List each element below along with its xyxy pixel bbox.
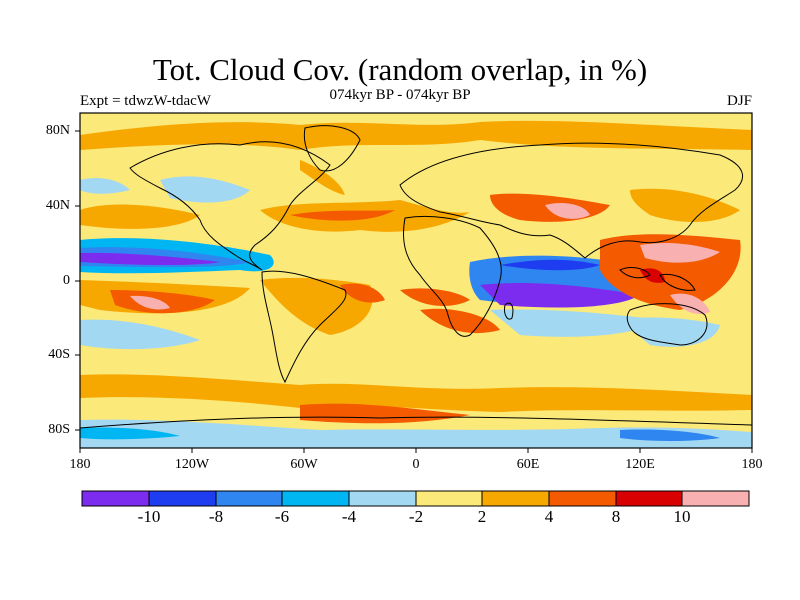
colorbar-box — [416, 491, 483, 506]
region — [300, 160, 345, 195]
greenland-coast — [303, 125, 361, 172]
region — [620, 317, 720, 347]
colorbar-tick-label: -6 — [274, 507, 290, 526]
experiment-label: Expt = tdwzW-tdacW — [80, 93, 211, 109]
lon-tick-label: 120E — [625, 457, 655, 472]
lat-tick-label: 0 — [63, 273, 70, 288]
colorbar-tick-label: -2 — [408, 507, 424, 526]
region — [670, 293, 710, 315]
colorbar-box — [282, 491, 349, 506]
eurasia-coast — [399, 142, 744, 259]
plot-title: Tot. Cloud Cov. (random overlap, in %) — [152, 52, 648, 87]
region — [260, 277, 373, 335]
colorbar — [81, 490, 750, 507]
lat-tick-label: 80N — [45, 123, 70, 138]
colorbar-box — [682, 491, 749, 506]
lon-tick-label: 60E — [516, 457, 540, 472]
south-america-coast — [261, 270, 347, 384]
island-coast — [619, 267, 651, 279]
region — [420, 308, 500, 334]
island-coast — [659, 273, 696, 291]
colorbar-box — [149, 491, 216, 506]
region — [80, 319, 200, 350]
colorbar-tick-label: 2 — [477, 507, 487, 526]
antarctica-coast — [80, 416, 752, 429]
region — [290, 210, 395, 221]
lon-tick-label: 0 — [412, 457, 420, 472]
region — [80, 178, 130, 194]
colorbar-box — [482, 491, 549, 506]
region — [340, 283, 385, 303]
lon-tick-label: 60W — [290, 457, 318, 472]
region — [545, 203, 590, 219]
region — [300, 403, 470, 424]
region — [130, 295, 170, 310]
region — [160, 176, 250, 203]
coastlines — [80, 125, 752, 429]
madagascar-coast — [504, 302, 514, 320]
colorbar-tick-label: 4 — [544, 507, 554, 526]
region — [640, 242, 720, 263]
lon-tick-label: 120W — [174, 457, 210, 472]
colorbar-tick-label: -4 — [341, 507, 357, 526]
region — [400, 288, 470, 306]
colorbar-tick-label: -8 — [208, 507, 224, 526]
region — [630, 188, 740, 222]
colorbar-tick-label: 10 — [673, 507, 691, 526]
africa-coast — [403, 215, 502, 337]
colorbar-box — [616, 491, 683, 506]
season-label: DJF — [726, 93, 752, 109]
colorbar-box — [549, 491, 616, 506]
plot-subtitle: 074kyr BP - 074kyr BP — [329, 87, 471, 103]
australia-coast — [626, 303, 708, 346]
lat-tick-marks — [75, 130, 80, 431]
colorbar-box — [216, 491, 283, 506]
region — [80, 252, 220, 265]
colorbar-box — [349, 491, 416, 506]
colorbar-tick-label: 8 — [611, 507, 621, 526]
region — [620, 429, 720, 441]
lat-tick-label: 40S — [48, 347, 70, 362]
region — [490, 309, 660, 337]
region — [80, 427, 180, 440]
lat-tick-label: 80S — [48, 422, 70, 437]
lon-tick-label: 180 — [741, 457, 763, 472]
region — [500, 259, 600, 271]
lon-tick-marks — [79, 448, 753, 453]
north-america-coast — [129, 141, 331, 271]
region — [480, 283, 640, 308]
colorbar-tick-label: -10 — [137, 507, 161, 526]
region — [80, 374, 752, 412]
lon-tick-label: 180 — [69, 457, 91, 472]
cloud-cover-field — [80, 113, 752, 448]
region — [80, 419, 752, 448]
lat-tick-label: 40N — [45, 198, 70, 213]
region — [80, 204, 200, 229]
